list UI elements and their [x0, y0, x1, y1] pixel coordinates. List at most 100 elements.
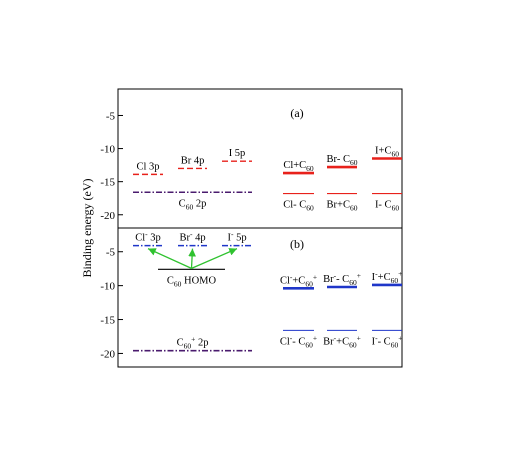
level-label-part: - [190, 230, 193, 239]
level-label-part: Cl 3p [136, 161, 159, 172]
y-axis-label: Binding energy (eV) [80, 178, 94, 277]
level-label-part: 5p [233, 233, 246, 244]
panel-b-levels: -5 -10 -15 -20 Cl-​ 3p Br-​ 4p I-​ 5p C60​ HOMO… [100, 230, 402, 361]
level-label-iminusplusc60plus: I-​+C60​+​ [372, 269, 403, 285]
level-label-part: 2p [193, 198, 206, 209]
level-label-c60-2p: C60​ 2p [179, 198, 207, 211]
level-label-part: 60 [349, 340, 357, 349]
level-label-part: + [313, 272, 317, 281]
level-label-part: Br+C [327, 200, 350, 211]
level-label-iminus-5p: I-​ 5p [227, 230, 246, 244]
level-label-part: + [191, 335, 195, 344]
level-label-part: C [177, 338, 184, 349]
level-label-clminusminusc60plus: Cl-​- C60​+​ [280, 333, 317, 349]
level-label-part: Cl [280, 336, 290, 347]
level-label-part: Br 4p [181, 155, 205, 166]
level-label-part: Br- C [327, 154, 350, 165]
level-label-part: HOMO [181, 275, 216, 286]
level-label-brplusc60: Br+C60​ [327, 200, 358, 213]
level-label-part: 60 [174, 279, 182, 288]
level-label-part: C [167, 275, 174, 286]
level-label-part: +C [292, 275, 305, 286]
level-label-part: I [372, 336, 376, 347]
level-label-part: I [372, 272, 376, 283]
level-label-part: 60 [186, 202, 194, 211]
level-label-br-4p: Br 4p [181, 155, 205, 166]
panel-label-b: (b) [290, 237, 304, 251]
level-label-part: Br [323, 274, 334, 285]
level-label-i-5p: I 5p [229, 148, 246, 159]
level-label-brminusminusc60plus: Br-​- C60​+​ [323, 271, 361, 287]
level-label-part: +C [336, 336, 349, 347]
level-label-iplusc60: I+C60​ [375, 146, 399, 159]
level-label-part: Cl+C [283, 160, 306, 171]
level-label-c60plus-2p: C60​+​ 2p [177, 335, 209, 351]
level-label-part: 60 [349, 278, 357, 287]
level-label-brminus-4p: Br-​ 4p [179, 230, 205, 244]
level-label-brminusplusc60plus: Br-​+C60​+​ [323, 333, 361, 349]
level-label-part: 60 [350, 204, 358, 213]
panel-a-y-tick-label: -15 [100, 177, 115, 189]
level-label-part: 60 [184, 342, 192, 351]
level-label-part: 60 [391, 276, 399, 285]
level-label-part: - C [378, 336, 391, 347]
level-label-part: 60 [305, 279, 313, 288]
transition-arrow-brminus-4p [188, 248, 197, 269]
level-label-part: Br [179, 233, 190, 244]
level-label-part: 3p [148, 233, 161, 244]
level-label-part: 2p [195, 338, 208, 349]
level-label-clminusc60: Cl- C60​ [283, 200, 314, 213]
level-label-part: - [145, 230, 148, 239]
level-label-part: Br [323, 336, 334, 347]
level-label-brminusc60: Br- C60​ [327, 154, 358, 167]
transition-arrow-iminus-5p [191, 248, 238, 269]
level-label-part: - [290, 333, 293, 342]
panel-a-y-tick-label: -10 [100, 144, 115, 156]
panel-b-y-tick-label: -10 [100, 281, 115, 293]
level-label-part: 60 [305, 340, 313, 349]
level-label-iminusminusc60plus: I-​- C60​+​ [372, 333, 403, 349]
level-label-part: + [398, 269, 402, 278]
level-label-part: 60 [391, 340, 399, 349]
level-label-part: Cl- C [283, 200, 306, 211]
panel-b-y-tick-label: -15 [100, 315, 115, 327]
panel-b-y-tick-label: -5 [106, 247, 116, 259]
level-label-clminusplusc60plus: Cl-​+C60​+​ [280, 272, 317, 288]
level-label-part: - [375, 269, 378, 278]
level-label-part: 4p [192, 233, 205, 244]
level-label-part: - [231, 230, 234, 239]
level-label-part: I- C [375, 200, 392, 211]
panel-label-a: (a) [290, 106, 303, 120]
level-label-part: - [334, 271, 337, 280]
level-label-part: + [398, 333, 402, 342]
level-label-part: Cl [280, 275, 290, 286]
level-label-clplusc60: Cl+C60​ [283, 160, 314, 173]
level-label-part: - [375, 333, 378, 342]
level-label-part: 60 [391, 150, 399, 159]
level-label-cl-3p: Cl 3p [136, 161, 159, 172]
level-label-part: - C [292, 336, 305, 347]
level-label-part: 60 [350, 158, 358, 167]
panel-a-y-tick-label: -5 [106, 110, 116, 122]
panel-a-levels: -5 -10 -15 -20 Cl 3p Br 4p I 5p C60​ 2p Cl+C60​ B… [100, 110, 402, 222]
level-label-part: + [313, 333, 317, 342]
level-label-part: 60 [306, 204, 314, 213]
level-label-part: - [334, 333, 337, 342]
level-label-part: I [227, 233, 231, 244]
level-label-part: I 5p [229, 148, 246, 159]
level-label-part: 60 [392, 204, 400, 213]
transition-arrow-clminus-3p [147, 248, 192, 269]
level-label-part: C [179, 198, 186, 209]
panel-b-y-tick-label: -20 [100, 348, 115, 360]
level-label-part: - C [336, 274, 349, 285]
level-label-part: Cl [135, 233, 145, 244]
panel-a-y-tick-label: -20 [100, 210, 115, 222]
level-label-clminus-3p: Cl-​ 3p [135, 230, 161, 244]
level-label-part: I+C [375, 146, 391, 157]
level-label-part: + [357, 333, 361, 342]
level-label-part: + [357, 271, 361, 280]
level-label-iminusc60: I- C60​ [375, 200, 399, 213]
level-label-part: - [290, 272, 293, 281]
level-label-part: 60 [306, 164, 314, 173]
